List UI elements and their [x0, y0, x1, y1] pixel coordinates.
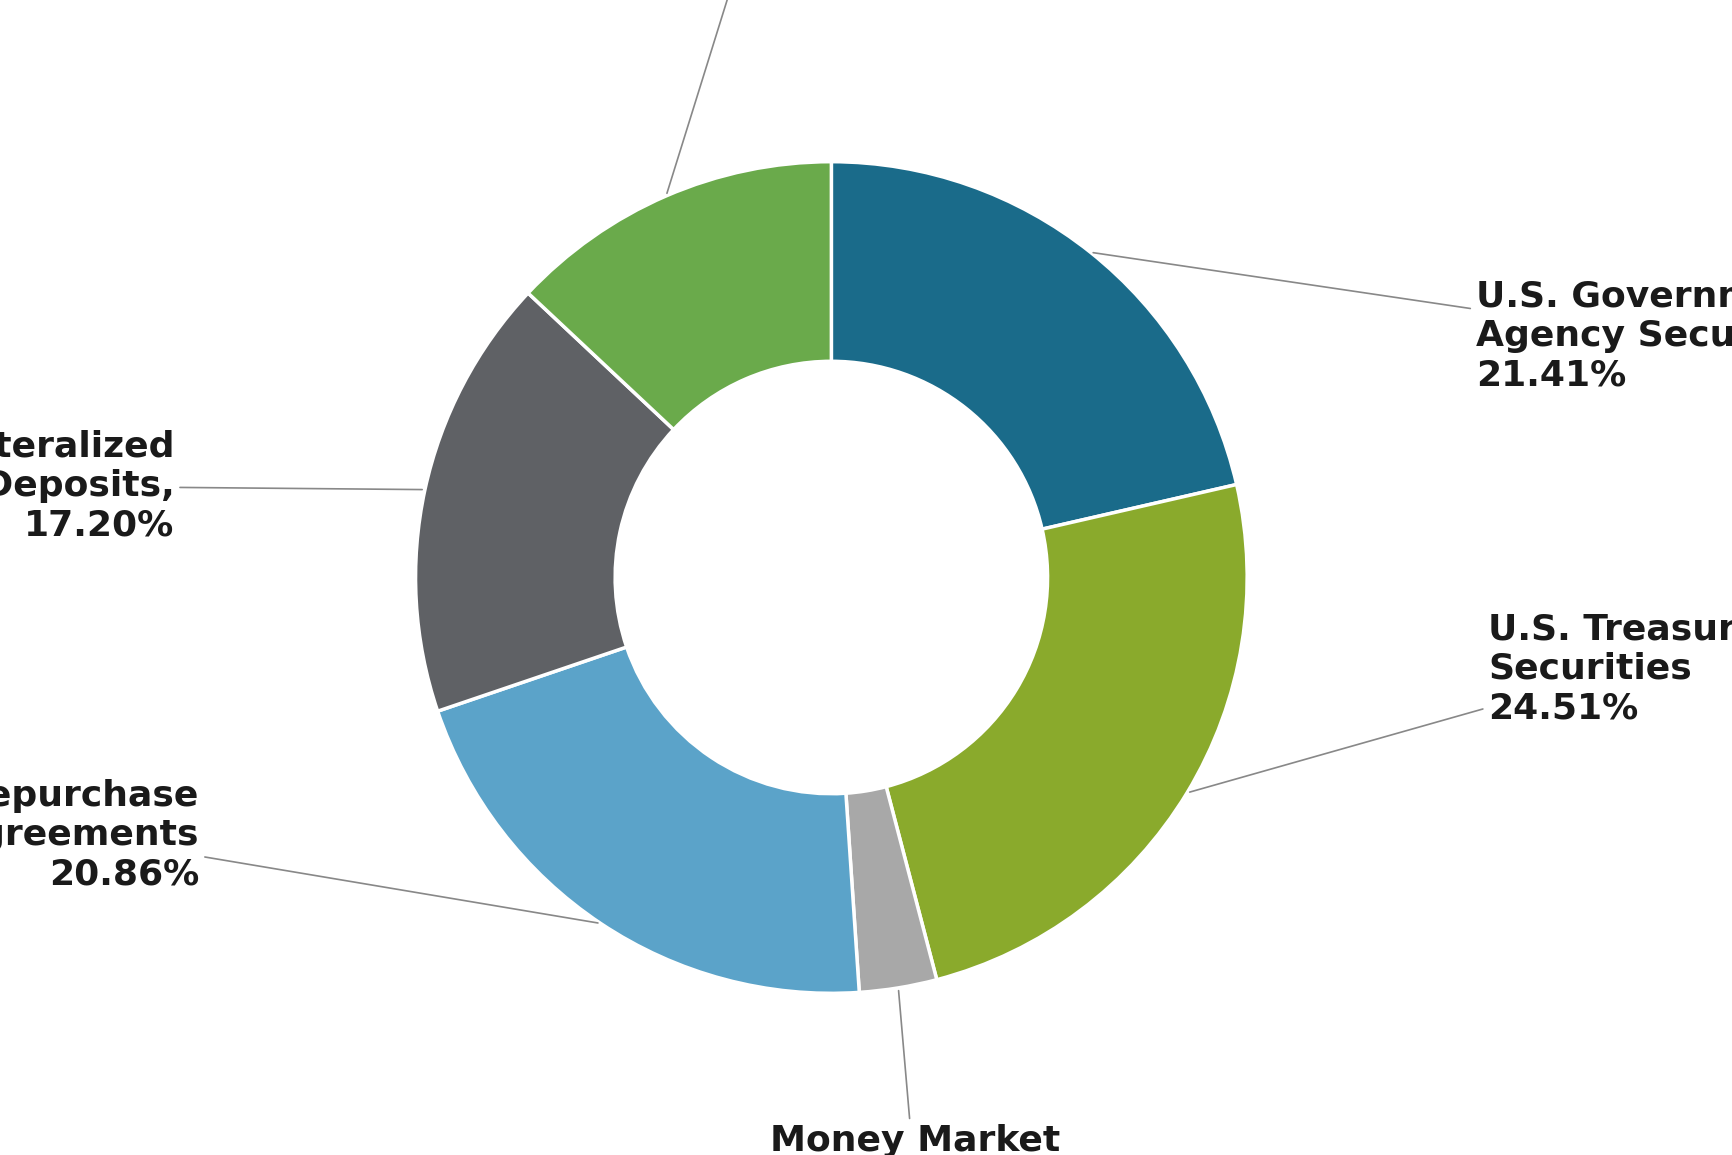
Text: U.S. Treasury
Securities
24.51%: U.S. Treasury Securities 24.51% [1190, 612, 1732, 792]
Text: FDIC Insured
Bank Deposits,
13.01%: FDIC Insured Bank Deposits, 13.01% [604, 0, 909, 193]
Text: Money Market
Funds
3.01%: Money Market Funds 3.01% [769, 991, 1060, 1155]
Wedge shape [887, 484, 1247, 979]
Text: Collateralized
Bank Deposits,
17.20%: Collateralized Bank Deposits, 17.20% [0, 430, 423, 543]
Wedge shape [438, 647, 859, 993]
Wedge shape [528, 162, 831, 430]
Wedge shape [845, 787, 937, 992]
Wedge shape [831, 162, 1237, 529]
Text: U.S. Government
Agency Securities
21.41%: U.S. Government Agency Securities 21.41% [1093, 253, 1732, 393]
Wedge shape [416, 293, 674, 711]
Text: Repurchase
Agreements
20.86%: Repurchase Agreements 20.86% [0, 778, 598, 923]
